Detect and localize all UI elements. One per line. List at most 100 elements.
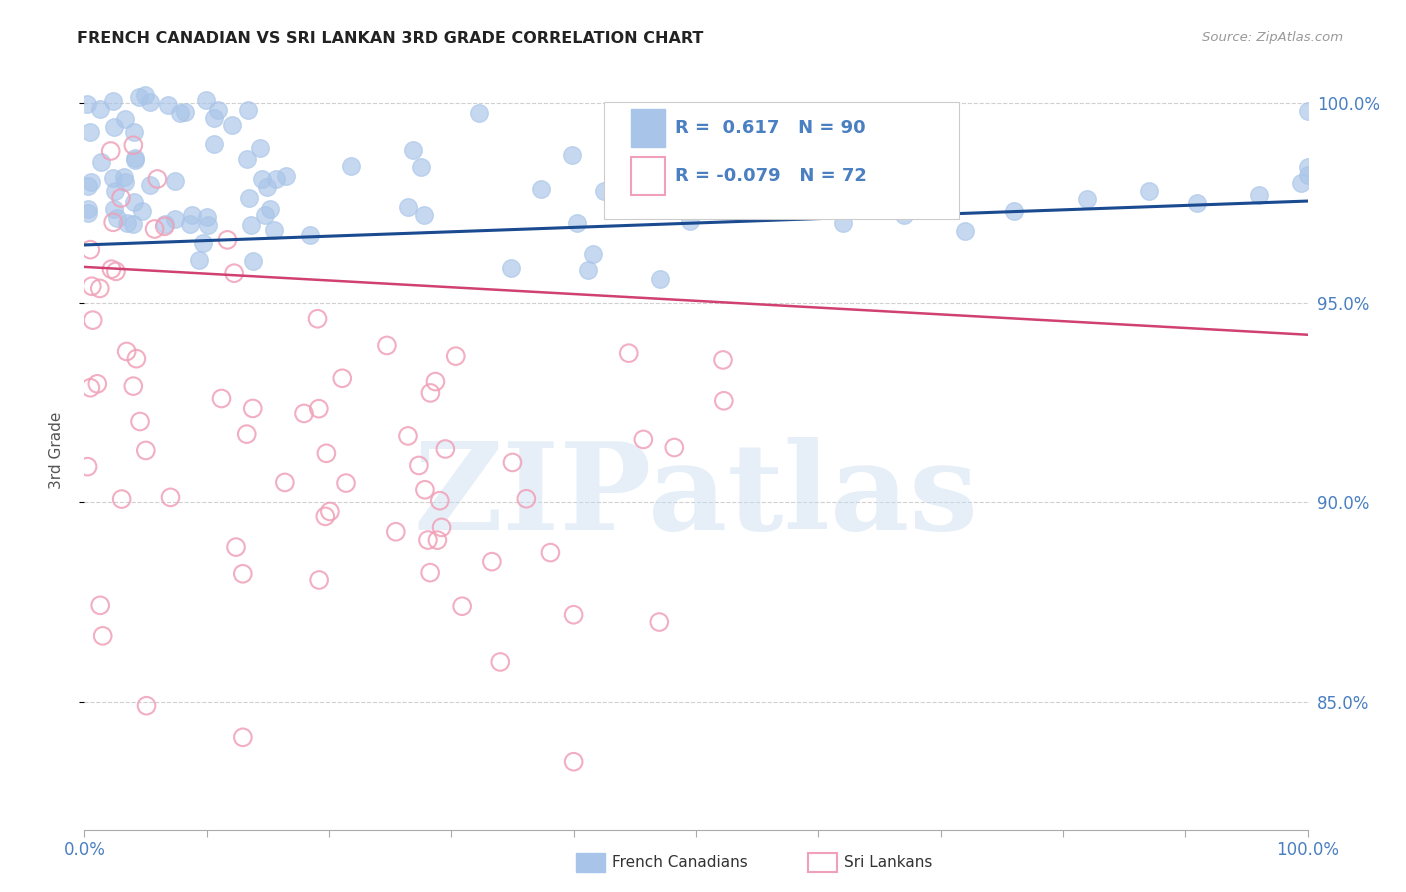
Point	[249, 141, 271, 155]
Point	[76, 459, 98, 474]
Point	[274, 169, 297, 183]
Point	[678, 214, 700, 228]
Point	[135, 443, 157, 458]
Point	[104, 264, 127, 278]
Point	[125, 351, 148, 366]
Point	[129, 415, 152, 429]
Point	[225, 540, 247, 554]
Point	[1002, 204, 1025, 219]
Point	[1296, 168, 1319, 182]
Point	[143, 222, 166, 236]
Point	[232, 731, 254, 745]
Point	[134, 88, 156, 103]
Point	[195, 210, 218, 224]
Point	[76, 96, 98, 111]
Point	[489, 655, 512, 669]
Point	[238, 103, 260, 118]
Point	[298, 227, 321, 242]
Point	[617, 346, 640, 360]
Point	[866, 179, 889, 194]
Point	[831, 216, 853, 230]
Point	[139, 95, 162, 110]
Point	[538, 545, 561, 559]
Point	[89, 102, 111, 116]
Point	[315, 446, 337, 460]
Point	[419, 566, 441, 580]
Point	[853, 176, 876, 190]
Point	[232, 566, 254, 581]
Point	[408, 458, 430, 473]
Point	[202, 136, 225, 151]
Point	[468, 106, 491, 120]
Point	[308, 573, 330, 587]
Point	[146, 172, 169, 186]
Point	[648, 615, 671, 629]
FancyBboxPatch shape	[605, 102, 959, 219]
Point	[122, 217, 145, 231]
Point	[319, 504, 342, 518]
Point	[77, 205, 100, 219]
Point	[562, 755, 585, 769]
Y-axis label: 3rd Grade: 3rd Grade	[49, 412, 63, 489]
Point	[1247, 188, 1270, 202]
Point	[253, 208, 276, 222]
Point	[195, 93, 218, 107]
Point	[890, 181, 912, 195]
Point	[211, 392, 233, 406]
Point	[191, 236, 214, 251]
Point	[110, 191, 132, 205]
Point	[250, 172, 273, 186]
Point	[197, 218, 219, 232]
Point	[501, 260, 523, 275]
Point	[89, 281, 111, 295]
Point	[314, 509, 336, 524]
Point	[139, 178, 162, 193]
Point	[101, 171, 124, 186]
Text: French Canadians: French Canadians	[612, 855, 748, 870]
Point	[90, 155, 112, 169]
Point	[451, 599, 474, 614]
Point	[434, 442, 457, 456]
Point	[266, 172, 288, 186]
Point	[179, 217, 201, 231]
Point	[292, 406, 315, 420]
Point	[135, 698, 157, 713]
Point	[308, 401, 330, 416]
Point	[444, 349, 467, 363]
Point	[582, 247, 605, 261]
Point	[430, 520, 453, 534]
Point	[104, 184, 127, 198]
FancyBboxPatch shape	[631, 157, 665, 195]
Point	[425, 375, 447, 389]
Point	[101, 215, 124, 229]
Point	[953, 224, 976, 238]
Point	[221, 119, 243, 133]
Point	[396, 429, 419, 443]
Point	[236, 152, 259, 166]
Point	[89, 599, 111, 613]
Point	[174, 105, 197, 120]
Text: ZIPatlas: ZIPatlas	[413, 437, 979, 555]
Point	[335, 476, 357, 491]
Point	[124, 151, 146, 165]
Point	[91, 629, 114, 643]
Point	[202, 111, 225, 125]
Point	[1296, 104, 1319, 119]
Text: Source: ZipAtlas.com: Source: ZipAtlas.com	[1202, 31, 1343, 45]
Point	[76, 202, 98, 217]
Point	[256, 179, 278, 194]
Point	[124, 153, 146, 167]
Point	[481, 555, 503, 569]
Point	[238, 191, 260, 205]
Point	[122, 379, 145, 393]
Point	[77, 179, 100, 194]
Point	[576, 263, 599, 277]
Point	[180, 208, 202, 222]
Point	[105, 211, 128, 226]
Point	[131, 203, 153, 218]
Point	[188, 252, 211, 267]
Text: R = -0.079   N = 72: R = -0.079 N = 72	[675, 167, 868, 185]
Point	[562, 607, 585, 622]
Point	[259, 202, 281, 216]
Point	[159, 491, 181, 505]
